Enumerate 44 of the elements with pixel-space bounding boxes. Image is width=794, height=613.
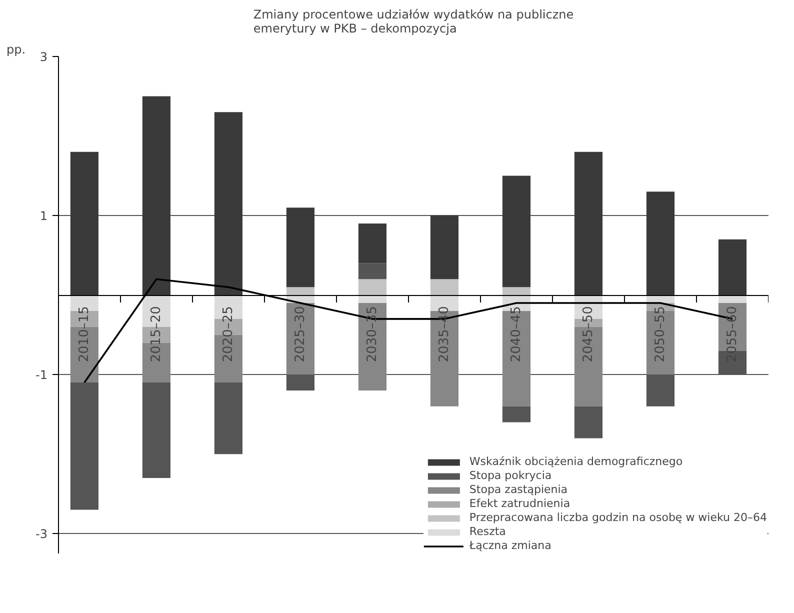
y-tick-label: 1 (40, 209, 48, 224)
x-tick-label: 2045–50 (580, 306, 596, 362)
legend-label: Wskaźnik obciążenia demograficznego (469, 455, 683, 468)
bar (502, 287, 531, 296)
bar (358, 263, 386, 280)
bar (574, 406, 603, 438)
legend-label: Łączna zmiana (469, 539, 552, 552)
legend-label: Stopa zastąpienia (469, 483, 568, 496)
bar (286, 208, 314, 288)
y-tick-label: 3 (40, 50, 48, 64)
legend-label: Efekt zatrudnienia (469, 497, 570, 510)
bar (430, 216, 459, 280)
chart-title: Zmiany procentowe udziałów wydatków na publiczne emerytury w PKB – dekompozycja (253, 8, 574, 36)
bar (286, 287, 314, 296)
bar (718, 239, 747, 296)
legend-label: Reszta (469, 525, 506, 538)
bar (574, 152, 603, 296)
x-tick-label: 2030–35 (364, 306, 380, 362)
x-tick-label: 2050–55 (652, 306, 668, 362)
x-tick-label: 2010–15 (76, 306, 92, 362)
bar (502, 406, 531, 422)
y-tick-label: -3 (36, 527, 48, 542)
x-tick-label: 2040–45 (508, 306, 524, 362)
bar (646, 192, 675, 296)
bar (214, 112, 242, 296)
x-tick-label: 2015–20 (148, 306, 164, 362)
y-tick-label: -1 (36, 368, 48, 382)
y-axis-title: pp. (6, 42, 26, 56)
legend-label: Stopa pokrycia (469, 469, 552, 482)
bar (142, 382, 170, 478)
x-tick-label: 2035–40 (436, 306, 452, 362)
bar (70, 152, 98, 296)
bar (70, 382, 98, 510)
x-tick-label: 2020–25 (220, 306, 236, 362)
bar (358, 279, 386, 296)
bar (142, 96, 170, 296)
x-tick-label: 2025–30 (292, 306, 308, 362)
bar (286, 374, 314, 390)
bar (430, 279, 459, 296)
bar (358, 223, 386, 264)
bar (646, 374, 675, 406)
legend-label: Przepracowana liczba godzin na osobę w wieku 20–64 (469, 511, 767, 524)
bar (214, 382, 242, 454)
bar (502, 176, 531, 288)
